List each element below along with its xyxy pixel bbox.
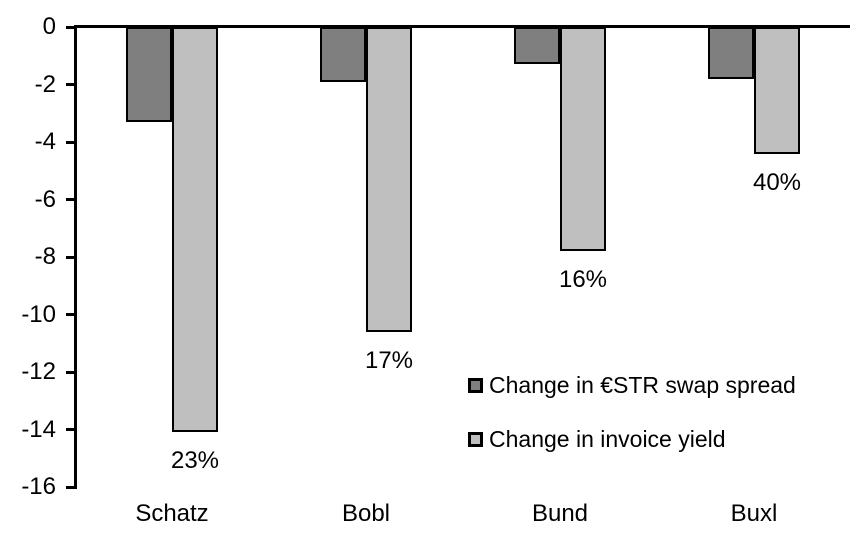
category-label: Bund bbox=[531, 500, 589, 527]
bar-swap-spread-bobl bbox=[320, 27, 366, 82]
y-axis-tick bbox=[66, 198, 74, 201]
y-tick-label: -2 bbox=[34, 70, 56, 98]
y-axis-tick bbox=[66, 485, 74, 489]
legend-swatch-swap-spread bbox=[468, 378, 483, 393]
y-axis-tick bbox=[66, 313, 74, 316]
legend-item: Change in €STR swap spread bbox=[468, 372, 796, 399]
data-label: 16% bbox=[558, 266, 608, 294]
y-tick-label: -14 bbox=[21, 415, 56, 443]
bar-swap-spread-bund bbox=[514, 27, 560, 65]
legend-label: Change in €STR swap spread bbox=[489, 372, 796, 398]
legend-label: Change in invoice yield bbox=[489, 426, 726, 452]
bar-invoice-yield-buxl bbox=[754, 27, 800, 154]
bar-invoice-yield-bobl bbox=[366, 27, 412, 332]
category-label: Schatz bbox=[135, 500, 209, 527]
y-tick-label: -6 bbox=[34, 185, 56, 213]
bar-swap-spread-buxl bbox=[708, 27, 754, 79]
legend-swatch-invoice-yield bbox=[468, 432, 483, 447]
legend-item: Change in invoice yield bbox=[468, 426, 796, 453]
category-label: Buxl bbox=[730, 500, 778, 527]
y-tick-label: -16 bbox=[21, 473, 56, 500]
y-axis-tick bbox=[66, 428, 74, 431]
bar-swap-spread-schatz bbox=[126, 27, 172, 122]
bar-invoice-yield-bund bbox=[560, 27, 606, 252]
data-label: 23% bbox=[170, 447, 220, 475]
y-tick-label: 0 bbox=[42, 13, 56, 40]
y-tick-label: -10 bbox=[21, 300, 56, 328]
y-axis-tick bbox=[66, 255, 74, 259]
category-label: Bobl bbox=[341, 500, 391, 527]
data-label: 40% bbox=[752, 168, 802, 196]
y-tick-label: -8 bbox=[34, 243, 56, 270]
x-axis-line bbox=[74, 25, 850, 28]
bar-invoice-yield-schatz bbox=[172, 27, 218, 433]
y-axis-line bbox=[74, 25, 77, 489]
y-tick-label: -12 bbox=[21, 358, 56, 385]
y-axis-tick bbox=[66, 140, 74, 144]
legend: Change in €STR swap spread Change in invo… bbox=[468, 372, 796, 453]
y-axis-tick bbox=[66, 370, 74, 374]
y-axis-tick bbox=[66, 83, 74, 86]
data-label: 17% bbox=[364, 346, 414, 374]
y-axis-tick bbox=[66, 25, 74, 29]
y-tick-label: -4 bbox=[34, 128, 56, 155]
